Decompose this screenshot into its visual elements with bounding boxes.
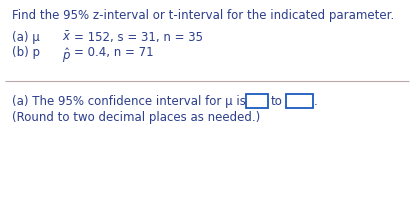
Text: (Round to two decimal places as needed.): (Round to two decimal places as needed.) <box>12 111 260 124</box>
Text: $\bar{x}$: $\bar{x}$ <box>62 31 71 44</box>
Text: = 152, s = 31, n = 35: = 152, s = 31, n = 35 <box>74 31 202 44</box>
Bar <box>245 94 267 108</box>
Text: (a) The 95% confidence interval for μ is: (a) The 95% confidence interval for μ is <box>12 95 245 108</box>
Text: (a) μ: (a) μ <box>12 31 40 44</box>
Text: $\hat{p}$: $\hat{p}$ <box>62 46 71 65</box>
Text: Find the 95% z-interval or t-interval for the indicated parameter.: Find the 95% z-interval or t-interval fo… <box>12 9 393 22</box>
Text: .: . <box>313 95 317 108</box>
Bar <box>285 94 312 108</box>
Text: = 0.4, n = 71: = 0.4, n = 71 <box>74 46 153 59</box>
Text: (b) p: (b) p <box>12 46 40 59</box>
Text: to: to <box>271 95 282 108</box>
